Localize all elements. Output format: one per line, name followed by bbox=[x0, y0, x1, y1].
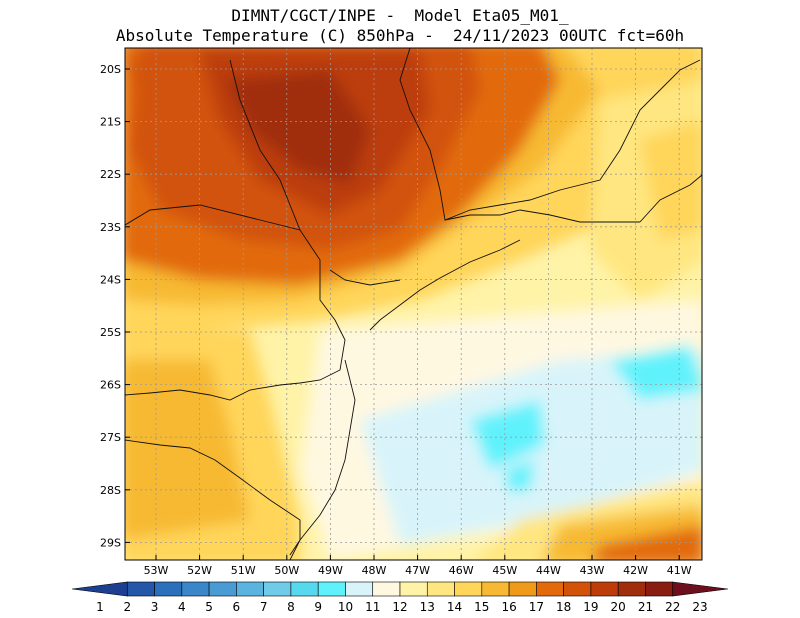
lat-tick-label: 23S bbox=[100, 221, 121, 234]
colorbar-swatch bbox=[345, 581, 374, 597]
lat-tick-label: 25S bbox=[100, 326, 121, 339]
lon-tick-label: 51W bbox=[231, 564, 256, 577]
colorbar-label: 11 bbox=[365, 600, 380, 614]
colorbar-swatch bbox=[399, 581, 428, 597]
longitude-labels: 53W 52W 51W 50W 49W 48W 47W 46W 45W 44W 43W 42W 41W bbox=[144, 564, 692, 577]
lat-tick-label: 29S bbox=[100, 536, 121, 549]
colorbar-label: 12 bbox=[392, 600, 407, 614]
lon-tick-label: 48W bbox=[362, 564, 387, 577]
colorbar-swatch bbox=[590, 581, 619, 597]
colorbar-swatch bbox=[208, 581, 237, 597]
graticule bbox=[125, 48, 702, 560]
latitude-labels: 20S 21S 22S 23S 24S 25S 26S 27S 28S 29S bbox=[100, 63, 121, 549]
colorbar-label: 17 bbox=[529, 600, 544, 614]
lat-tick-label: 24S bbox=[100, 273, 121, 286]
lat-tick-label: 22S bbox=[100, 168, 121, 181]
colorbar-swatch bbox=[426, 581, 455, 597]
lon-tick-label: 42W bbox=[623, 564, 648, 577]
colorbar-label: 2 bbox=[123, 600, 131, 614]
colorbar-swatch bbox=[236, 581, 264, 597]
chart-title-line-2: Absolute Temperature (C) 850hPa - 24/11/… bbox=[115, 26, 685, 45]
coastline-and-borders bbox=[125, 48, 702, 560]
lat-tick-label: 28S bbox=[100, 484, 121, 497]
colorbar-swatch bbox=[454, 581, 483, 597]
colorbar-swatch bbox=[617, 581, 646, 597]
colorbar-label: 1 bbox=[96, 600, 104, 614]
lat-tick-label: 20S bbox=[100, 63, 121, 76]
colorbar-swatch bbox=[536, 581, 564, 597]
colorbar-swatch bbox=[481, 581, 510, 597]
colorbar-label: 15 bbox=[474, 600, 489, 614]
axis-ticks bbox=[125, 68, 680, 560]
lon-tick-label: 50W bbox=[274, 564, 299, 577]
colorbar-label: 16 bbox=[501, 600, 516, 614]
colorbar-label: 7 bbox=[260, 600, 268, 614]
colorbar-swatch bbox=[71, 581, 128, 597]
colorbar-swatch bbox=[645, 581, 674, 597]
temperature-field bbox=[125, 48, 702, 560]
lat-tick-label: 21S bbox=[100, 116, 121, 129]
colorbar-label: 6 bbox=[233, 600, 241, 614]
lon-tick-label: 44W bbox=[536, 564, 561, 577]
colorbar-label: 4 bbox=[178, 600, 186, 614]
lon-tick-label: 41W bbox=[667, 564, 692, 577]
colorbar-label: 10 bbox=[338, 600, 353, 614]
colorbar-label: 13 bbox=[420, 600, 435, 614]
lat-tick-label: 26S bbox=[100, 379, 121, 392]
colorbar-swatch bbox=[181, 581, 210, 597]
lon-tick-label: 52W bbox=[187, 564, 212, 577]
colorbar-swatch bbox=[372, 581, 401, 597]
colorbar-label: 21 bbox=[638, 600, 653, 614]
colorbar-label: 18 bbox=[556, 600, 571, 614]
colorbar-swatch bbox=[317, 581, 346, 597]
colorbar-swatch bbox=[263, 581, 292, 597]
colorbar-label: 19 bbox=[583, 600, 598, 614]
lat-tick-label: 27S bbox=[100, 431, 121, 444]
colorbar-swatch bbox=[508, 581, 537, 597]
colorbar-label: 8 bbox=[287, 600, 295, 614]
colorbar-labels: 1 2 3 4 5 6 7 8 9 10 11 12 13 14 15 16 17 18 19 20 21 22 23 bbox=[96, 600, 707, 614]
colorbar-swatch bbox=[154, 581, 183, 597]
colorbar-label: 3 bbox=[151, 600, 159, 614]
colorbar-label: 22 bbox=[665, 600, 680, 614]
chart-title-line-1: DIMNT/CGCT/INPE - Model Eta05_M01_ bbox=[231, 6, 569, 25]
colorbar-label: 20 bbox=[611, 600, 626, 614]
colorbar-label: 14 bbox=[447, 600, 462, 614]
colorbar-swatch bbox=[290, 581, 319, 597]
colorbar-swatch bbox=[126, 581, 155, 597]
colorbar-label: 9 bbox=[314, 600, 322, 614]
colorbar bbox=[71, 581, 729, 597]
lon-tick-label: 45W bbox=[492, 564, 517, 577]
lon-tick-label: 53W bbox=[144, 564, 169, 577]
colorbar-swatch bbox=[672, 581, 729, 597]
lon-tick-label: 43W bbox=[580, 564, 605, 577]
colorbar-swatch bbox=[563, 581, 592, 597]
plot-frame bbox=[124, 47, 703, 561]
colorbar-label: 5 bbox=[205, 600, 213, 614]
lon-tick-label: 49W bbox=[318, 564, 343, 577]
lon-tick-label: 47W bbox=[405, 564, 430, 577]
colorbar-label: 23 bbox=[692, 600, 707, 614]
lon-tick-label: 46W bbox=[449, 564, 474, 577]
